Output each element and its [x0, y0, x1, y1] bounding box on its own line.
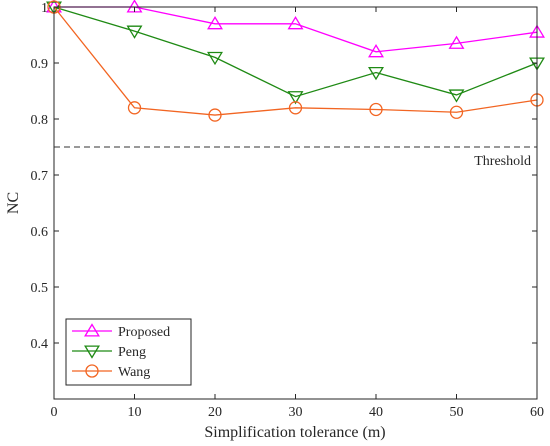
data-point-proposed — [368, 44, 384, 58]
data-point-peng — [46, 1, 62, 15]
series-layer — [46, 0, 545, 122]
data-point-wang — [127, 101, 142, 115]
x-tick-label: 50 — [450, 405, 464, 420]
data-point-peng — [126, 25, 143, 39]
data-point-wang — [208, 108, 222, 122]
legend-item-peng: Peng — [72, 345, 146, 360]
legend: Proposed Peng Wang — [65, 318, 192, 386]
reference-lines: Threshold — [54, 146, 537, 169]
data-point-peng — [368, 66, 384, 81]
y-tick-label: 0.5 — [31, 281, 49, 296]
legend-marker-proposed — [84, 323, 100, 337]
legend-label-wang: Wang — [118, 365, 150, 380]
threshold-label: Threshold — [474, 154, 531, 169]
y-axis-label: NC — [5, 192, 22, 214]
legend-marker-peng — [84, 345, 100, 359]
y-tick-label: 0.6 — [31, 225, 49, 240]
x-tick-label: 20 — [208, 405, 222, 420]
x-tick-label: 10 — [128, 405, 142, 420]
data-point-wang — [449, 105, 464, 119]
series-peng — [46, 1, 545, 105]
y-tick-label: 0.4 — [31, 337, 49, 352]
legend-marker-wang — [85, 364, 99, 378]
x-tick-label: 40 — [369, 405, 383, 420]
series-line-wang — [53, 6, 538, 116]
x-tick-label: 30 — [289, 405, 303, 420]
legend-item-wang: Wang — [72, 364, 150, 380]
y-axis: 0.4 0.5 0.6 0.7 0.8 0.9 1 — [31, 1, 537, 352]
data-point-proposed — [448, 35, 465, 49]
data-point-proposed — [287, 16, 304, 30]
legend-label-proposed: Proposed — [118, 325, 170, 340]
x-tick-label: 0 — [51, 405, 58, 420]
y-tick-label: 0.8 — [31, 113, 49, 128]
x-axis: 0 10 20 30 40 50 60 — [51, 7, 544, 420]
data-point-peng — [207, 51, 223, 66]
y-tick-label: 0.7 — [31, 169, 49, 184]
data-point-wang — [288, 101, 303, 115]
y-tick-label: 0.9 — [31, 57, 49, 72]
data-point-peng — [448, 89, 465, 103]
legend-label-peng: Peng — [118, 345, 146, 360]
data-point-wang — [369, 102, 383, 117]
x-axis-label: Simplification tolerance (m) — [204, 424, 385, 441]
legend-item-proposed: Proposed — [72, 323, 170, 340]
series-line-peng — [53, 6, 538, 98]
x-tick-label: 60 — [530, 405, 544, 420]
series-wang — [47, 0, 544, 122]
data-point-peng — [287, 91, 304, 105]
data-point-proposed — [207, 16, 223, 30]
y-tick-label: 1 — [41, 1, 48, 16]
